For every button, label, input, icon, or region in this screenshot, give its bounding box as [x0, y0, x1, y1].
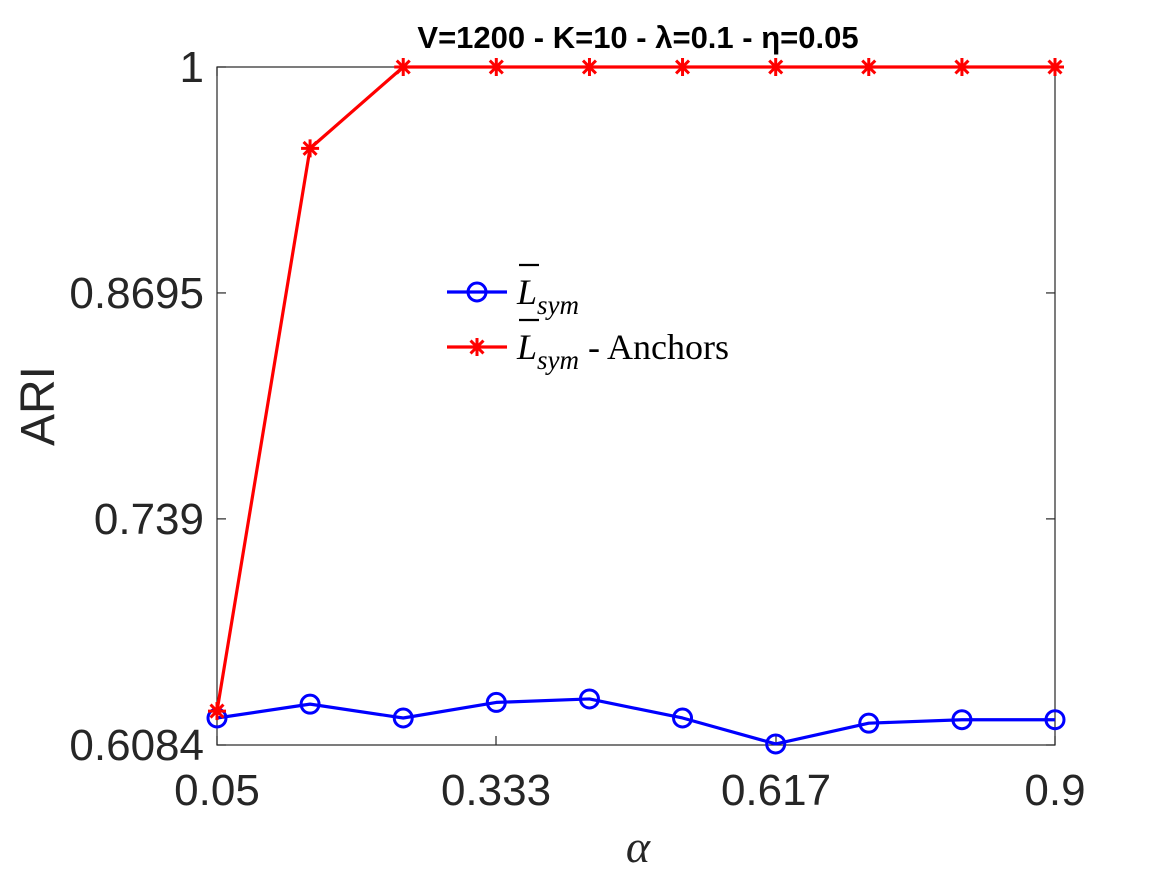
data-point-asterisk [394, 58, 413, 76]
data-point-circle [765, 733, 787, 755]
series-2 [208, 58, 1064, 721]
data-point-asterisk [952, 58, 971, 76]
x-tick-label: 0.05 [174, 766, 260, 815]
y-tick-label: 0.739 [94, 495, 204, 544]
data-point-circle [1044, 709, 1066, 731]
data-point-asterisk [1046, 58, 1064, 76]
data-point-circle [466, 281, 488, 303]
data-point-circle [951, 709, 973, 731]
y-tick-label: 0.8695 [69, 269, 204, 318]
legend-entry: Lsym [447, 263, 579, 320]
legend: Lsym Lsym - Anchors [447, 263, 729, 375]
data-point-asterisk [766, 58, 785, 76]
data-point-asterisk [208, 702, 226, 721]
x-axis-label: α [626, 821, 651, 872]
data-point-asterisk [673, 58, 692, 76]
data-point-circle [485, 691, 507, 713]
x-tick-label: 0.333 [441, 766, 551, 815]
chart-title: V=1200 - K=10 - λ=0.1 - η=0.05 [417, 20, 858, 55]
y-tick-label: 1 [180, 43, 204, 92]
series-line [216, 697, 1055, 746]
legend-label: Lsym [516, 272, 579, 320]
y-tick-label: 0.6084 [69, 721, 204, 770]
data-point-circle [578, 688, 600, 710]
data-point-asterisk [487, 58, 506, 76]
data-point-circle [392, 707, 414, 729]
axis-ticks: 0.05 0.333 0.617 0.9 0.6084 0.739 0.8695 1 [69, 43, 1085, 815]
legend-entry: Lsym - Anchors [447, 318, 729, 375]
data-point-circle [858, 712, 880, 734]
data-point-asterisk [301, 139, 320, 158]
series-line [215, 65, 1055, 712]
x-tick-label: 0.9 [1024, 766, 1085, 815]
x-tick-label: 0.617 [721, 766, 831, 815]
series-layer [206, 58, 1066, 755]
series-1 [206, 688, 1066, 755]
data-point-circle [672, 707, 694, 729]
legend-label: Lsym - Anchors [516, 327, 729, 375]
data-point-asterisk [859, 58, 878, 76]
data-point-asterisk [580, 58, 599, 76]
y-axis-label: ARI [12, 366, 65, 446]
data-point-circle [299, 693, 321, 715]
plot-area-frame [216, 66, 1056, 746]
data-point-asterisk [468, 338, 486, 356]
